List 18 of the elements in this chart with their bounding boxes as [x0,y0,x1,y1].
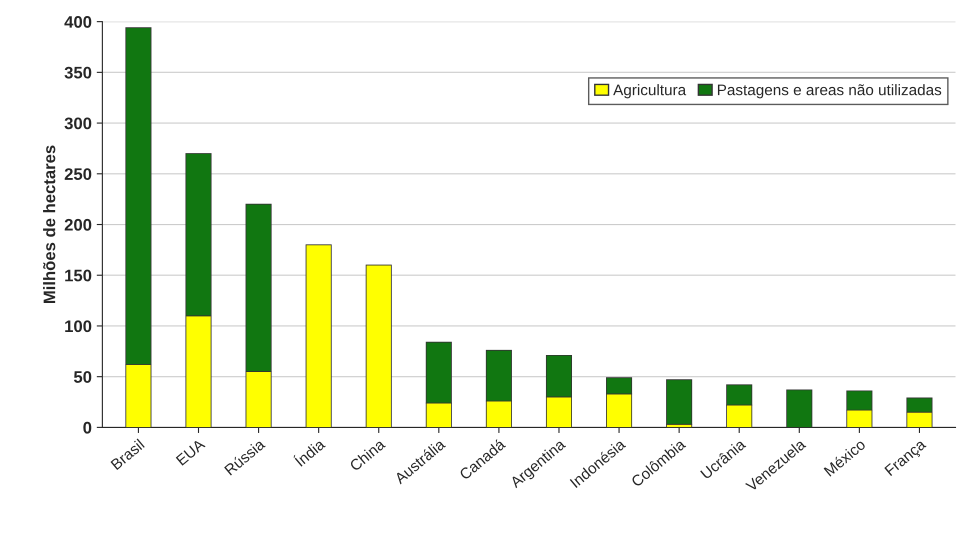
y-tick-label: 150 [65,270,92,282]
y-tick-label: 250 [64,168,92,180]
bar [666,379,692,425]
x-tick-label: Índia [292,436,326,468]
y-tick-label: 400 [64,16,92,28]
bar [306,244,332,428]
y-tick-label: 0 [83,422,92,434]
bar [786,389,812,428]
y-tick-label: 50 [74,371,92,383]
y-tick-label: 100 [65,320,92,332]
y-axis-title: Milhões de hectares [43,146,56,304]
y-tick-label: 200 [64,218,92,231]
y-tick-label: 300 [64,117,92,130]
legend-label: Agricultura [613,84,686,98]
bar [366,264,392,428]
legend-label: Pastagens e areas não utilizadas [718,84,942,98]
y-tick-label: 350 [64,66,92,79]
x-tick-label: EUA [176,438,206,466]
